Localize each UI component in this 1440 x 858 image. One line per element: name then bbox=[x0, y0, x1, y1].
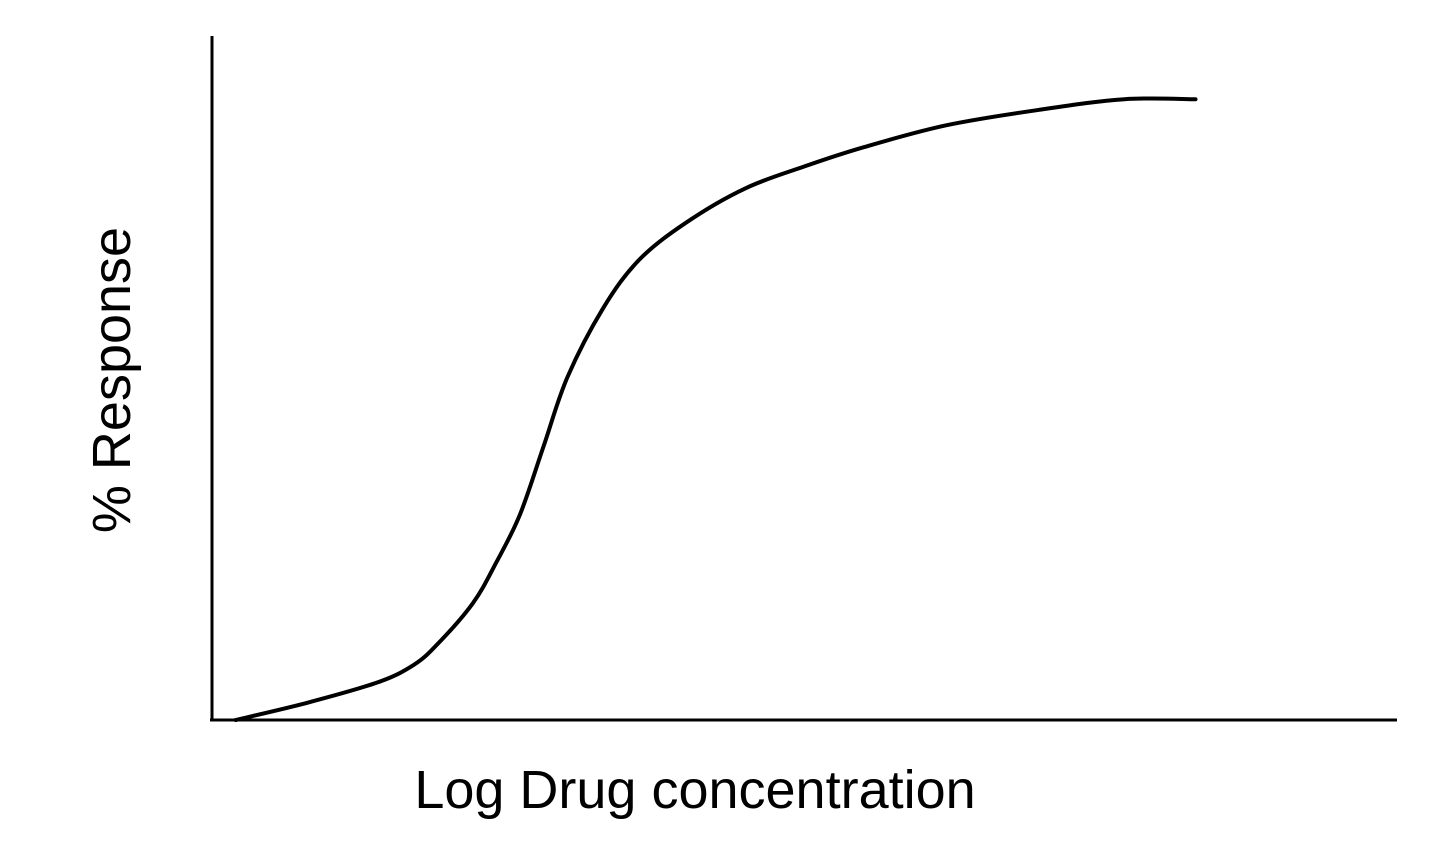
series-line-response-curve bbox=[233, 96, 1198, 722]
axes bbox=[210, 36, 1397, 722]
x-axis-label: Log Drug concentration bbox=[414, 760, 975, 820]
y-axis-label: % Response bbox=[82, 227, 142, 533]
